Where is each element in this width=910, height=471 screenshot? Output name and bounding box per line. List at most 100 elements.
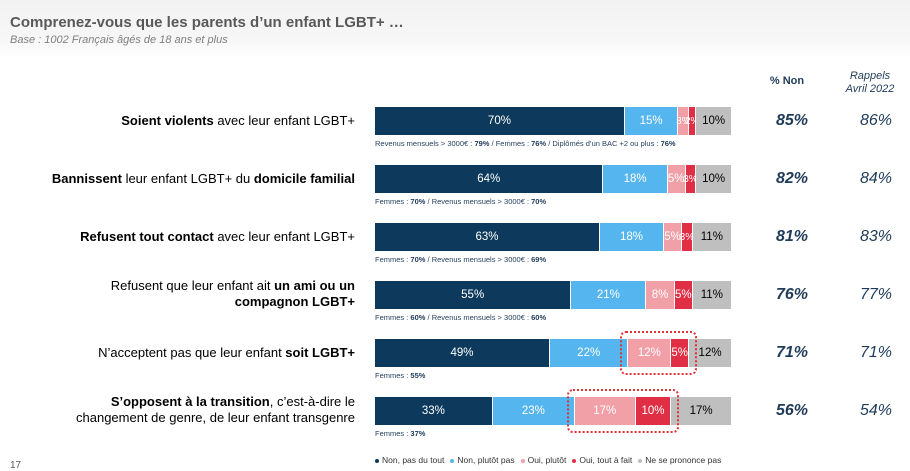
row-label: Refusent que leur enfant ait un ami ou u… (10, 278, 355, 310)
bar-segment-oui-plut-t: 3% (676, 107, 691, 135)
row-label-part: soit LGBT+ (285, 345, 355, 360)
row-note-part: / Revenus mensuels > 3000€ : (425, 313, 532, 322)
bar-segment-non-plut-t-pas: 15% (624, 107, 679, 135)
row-label-line: N’acceptent pas que leur enfant soit LGB… (10, 345, 355, 361)
row-label-part: , c’est-à-dire le (269, 394, 355, 409)
highlight-box (566, 389, 680, 433)
row-label-part: changement de genre, de leur enfant tran… (76, 410, 355, 425)
row-note-part: 70% (410, 255, 426, 264)
row-label-part: Refusent que leur enfant ait (110, 278, 275, 293)
bar-value-label: 12% (637, 347, 661, 359)
bar-segment-ne-se-prononce-pas: 10% (696, 165, 732, 193)
bar-value-label: 33% (421, 405, 445, 417)
bar-value-label: 17% (593, 405, 617, 417)
legend-item: Ne se prononce pas (638, 455, 721, 465)
row-label-line: Refusent tout contact avec leur enfant L… (10, 229, 355, 245)
row-label-part: leur enfant LGBT+ du (121, 171, 254, 186)
row-label-part: un ami ou un (274, 278, 355, 293)
row-label-part: S’opposent à la transition (110, 394, 270, 409)
bar-value-label: 22% (577, 347, 601, 359)
stacked-bar: 49% 22% 12% 5% 12% (375, 339, 732, 367)
bar-segment-non-plut-t-pas: 22% (549, 339, 629, 367)
percent-non-value: 76% (775, 286, 809, 303)
row-label-part: avec leur enfant LGBT+ (213, 229, 355, 244)
row-note-part: Femmes : (375, 313, 411, 322)
bar-segment-non-pas-du-tout: 70% (375, 107, 625, 135)
bar-value-label: 5% (671, 347, 689, 359)
bar-value-label: 21% (596, 289, 620, 301)
bar-segment-oui-tout-fait: 5% (671, 339, 690, 367)
bar-value-label: 70% (487, 115, 511, 127)
legend-label: Non, plutôt pas (457, 455, 515, 465)
header-band (0, 0, 910, 58)
row-label-line: Soient violents avec leur enfant LGBT+ (10, 113, 355, 129)
bar-segment-ne-se-prononce-pas: 10% (696, 107, 732, 135)
bar-value-label: 2% (685, 115, 700, 127)
row-note-part: Femmes : (375, 429, 411, 438)
legend-label: Non, pas du tout (382, 455, 445, 465)
legend-item: Non, pas du tout (375, 455, 444, 465)
row-note-part: 70% (410, 197, 426, 206)
row-note-part: / Revenus mensuels > 3000€ : (425, 255, 532, 264)
bar-segment-non-pas-du-tout: 63% (375, 223, 600, 251)
row-note-part: 76% (660, 139, 676, 148)
column-header-non: % Non (769, 75, 805, 87)
stacked-bar: 55% 21% 8% 5% 11% (375, 281, 732, 309)
bar-segment-oui-tout-fait: 2% (685, 107, 699, 135)
row-label: Soient violents avec leur enfant LGBT+ (10, 113, 355, 129)
bar-segment-non-plut-t-pas: 23% (492, 397, 575, 425)
stacked-bar: 33% 23% 17% 10% 17% (375, 397, 732, 425)
row-label-part: domicile familial (253, 171, 355, 186)
bar-value-label: 23% (521, 405, 545, 417)
row-note-part: 76% (531, 139, 547, 148)
row-label-part: Refusent tout contact (80, 229, 214, 244)
row-note-part: 79% (474, 139, 490, 148)
bar-segment-non-pas-du-tout: 55% (375, 281, 572, 309)
row-label-line: S’opposent à la transition, c’est-à-dire… (10, 394, 355, 410)
bar-value-label: 3% (676, 115, 691, 127)
highlight-box (620, 331, 698, 375)
bar-value-label: 3% (679, 231, 695, 243)
legend-swatch (375, 458, 379, 463)
row-label: Refusent tout contact avec leur enfant L… (10, 229, 355, 245)
row-label-part: compagnon LGBT+ (234, 294, 355, 309)
page-number: 17 (10, 460, 22, 471)
legend-swatch (520, 458, 525, 463)
row-label-line: Bannissent leur enfant LGBT+ du domicile… (10, 171, 355, 187)
legend-label: Oui, plutôt (527, 455, 567, 465)
row-note-part: / Revenus mensuels > 3000€ : (425, 197, 532, 206)
legend-item: Oui, tout à fait (572, 455, 632, 465)
row-note-part: 37% (410, 429, 426, 438)
bar-value-label: 8% (651, 289, 669, 301)
bar-segment-oui-tout-fait: 10% (635, 397, 672, 425)
row-note-part: 60% (410, 313, 426, 322)
bar-segment-oui-plut-t: 5% (667, 165, 686, 193)
bar-segment-non-plut-t-pas: 18% (603, 165, 668, 193)
bar-value-label: 17% (689, 405, 713, 417)
bar-value-label: 63% (475, 231, 499, 243)
bar-value-label: 5% (674, 289, 692, 301)
row-label-part: avec leur enfant LGBT+ (213, 113, 355, 128)
row-note-part: 69% (531, 255, 547, 264)
legend-label: Oui, tout à fait (579, 455, 633, 465)
column-header-rappel-line2: Avril 2022 (845, 83, 895, 95)
row-note-part: Femmes : (375, 197, 411, 206)
bar-value-label: 15% (639, 115, 663, 127)
row-note-part: Femmes : (375, 371, 411, 380)
rappel-value: 84% (859, 170, 893, 187)
row-note-part: / Femmes : (489, 139, 532, 148)
row-label-line: Refusent que leur enfant ait un ami ou u… (10, 278, 355, 294)
rappel-value: 54% (859, 402, 893, 419)
bar-segment-oui-tout-fait: 5% (674, 281, 693, 309)
row-note-part: Revenus mensuels > 3000€ : (375, 139, 475, 148)
legend-swatch (450, 458, 455, 463)
bar-segment-ne-se-prononce-pas: 11% (692, 281, 732, 309)
bar-value-label: 3% (683, 173, 698, 185)
row-note-part: 70% (531, 197, 547, 206)
bar-value-label: 18% (623, 173, 647, 185)
rappel-value: 71% (859, 344, 893, 361)
percent-non-value: 81% (775, 228, 809, 245)
stacked-bar: 63% 18% 5% 3% 11% (375, 223, 732, 251)
bar-segment-oui-plut-t: 8% (646, 281, 675, 309)
row-label: N’acceptent pas que leur enfant soit LGB… (10, 345, 355, 361)
